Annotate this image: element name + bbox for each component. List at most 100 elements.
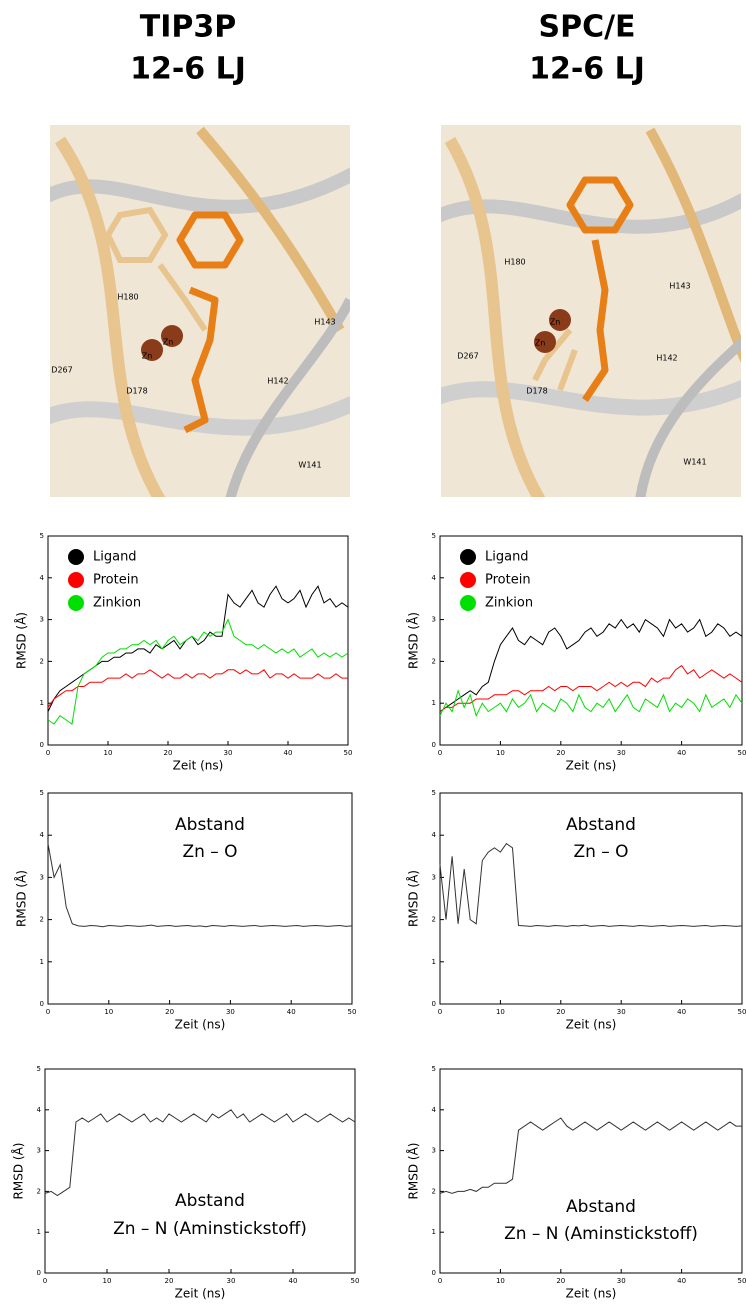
zn-sphere bbox=[549, 309, 571, 331]
ligand-sticks bbox=[566, 176, 634, 402]
structure-image bbox=[50, 125, 350, 497]
y-tick-label: 4 bbox=[40, 574, 45, 582]
y-tick-label: 5 bbox=[432, 789, 436, 797]
residue-label: W141 bbox=[298, 461, 321, 470]
data-line bbox=[47, 843, 353, 928]
x-tick-label: 10 bbox=[104, 749, 113, 757]
x-tick-label: 0 bbox=[438, 749, 442, 757]
annotation: Abstand bbox=[566, 1197, 636, 1217]
x-axis-label: Zeit (ns) bbox=[173, 759, 224, 773]
ribbon bbox=[196, 126, 345, 333]
ribbon bbox=[225, 297, 350, 497]
y-tick-label: 2 bbox=[40, 657, 44, 665]
y-axis-label: RMSD (Å) bbox=[406, 870, 421, 927]
y-axis-label: RMSD (Å) bbox=[14, 870, 29, 927]
y-tick-label: 5 bbox=[432, 532, 436, 540]
residue-label: Zn bbox=[142, 352, 153, 361]
y-tick-label: 0 bbox=[40, 1000, 44, 1008]
y-tick-label: 3 bbox=[40, 616, 44, 624]
x-tick-label: 40 bbox=[677, 1277, 686, 1285]
legend-swatch bbox=[68, 549, 84, 565]
plot-frame bbox=[47, 792, 353, 1005]
legend-label: Ligand bbox=[93, 550, 137, 565]
data-line bbox=[47, 618, 349, 725]
x-tick-label: 20 bbox=[556, 1008, 565, 1016]
zn-sphere bbox=[161, 325, 183, 347]
data-line bbox=[44, 1109, 356, 1197]
y-tick-label: 3 bbox=[432, 616, 436, 624]
y-tick-label: 2 bbox=[432, 1187, 436, 1195]
x-tick-label: 50 bbox=[348, 1008, 357, 1016]
x-tick-label: 50 bbox=[351, 1277, 360, 1285]
plot-frame bbox=[44, 1068, 356, 1274]
x-tick-label: 40 bbox=[289, 1277, 298, 1285]
x-tick-label: 30 bbox=[227, 1277, 236, 1285]
column-subtitle: 12-6 LJ bbox=[529, 52, 645, 87]
annotation: Zn – O bbox=[182, 842, 237, 862]
y-tick-label: 2 bbox=[432, 916, 436, 924]
x-tick-label: 50 bbox=[738, 1008, 746, 1016]
ligand-sticks bbox=[104, 206, 208, 332]
legend-swatch bbox=[460, 549, 476, 565]
data-line bbox=[47, 669, 348, 708]
x-tick-label: 30 bbox=[617, 749, 626, 757]
x-tick-label: 40 bbox=[284, 749, 293, 757]
data-line bbox=[439, 842, 743, 927]
data-line bbox=[439, 689, 743, 718]
ribbon bbox=[50, 395, 350, 436]
x-axis-label: Zeit (ns) bbox=[175, 1018, 226, 1032]
x-tick-label: 40 bbox=[287, 1008, 296, 1016]
column-subtitle: 12-6 LJ bbox=[130, 52, 246, 87]
plot-frame bbox=[439, 535, 743, 746]
residue-label: D267 bbox=[457, 352, 478, 361]
y-tick-label: 4 bbox=[432, 1106, 437, 1114]
x-tick-label: 10 bbox=[496, 749, 505, 757]
x-tick-label: 0 bbox=[438, 1008, 442, 1016]
x-axis-label: Zeit (ns) bbox=[566, 1018, 617, 1032]
y-tick-label: 0 bbox=[432, 1269, 436, 1277]
y-tick-label: 2 bbox=[432, 657, 436, 665]
x-tick-label: 0 bbox=[46, 749, 50, 757]
x-axis-label: Zeit (ns) bbox=[566, 759, 617, 773]
y-tick-label: 3 bbox=[40, 873, 44, 881]
y-tick-label: 1 bbox=[40, 699, 44, 707]
ribbon bbox=[441, 379, 741, 416]
ribbon bbox=[50, 167, 350, 214]
data-line bbox=[47, 585, 349, 712]
zn-sphere bbox=[141, 339, 163, 361]
ribbon bbox=[55, 136, 166, 497]
y-tick-label: 4 bbox=[40, 831, 45, 839]
residue-label: H180 bbox=[504, 258, 525, 267]
legend-label: Zinkion bbox=[485, 596, 533, 611]
residue-label: W141 bbox=[683, 458, 706, 467]
y-tick-label: 4 bbox=[37, 1106, 42, 1114]
residue-label: H142 bbox=[656, 354, 677, 363]
y-tick-label: 0 bbox=[432, 741, 436, 749]
residue-label: D178 bbox=[526, 387, 547, 396]
x-tick-label: 10 bbox=[104, 1008, 113, 1016]
y-axis-label: RMSD (Å) bbox=[406, 612, 421, 669]
legend-label: Zinkion bbox=[93, 596, 141, 611]
residue-label: D267 bbox=[51, 366, 72, 375]
legend-swatch bbox=[460, 595, 476, 611]
x-tick-label: 10 bbox=[103, 1277, 112, 1285]
annotation: Abstand bbox=[566, 815, 636, 835]
y-tick-label: 3 bbox=[37, 1147, 41, 1155]
y-axis-label: RMSD (Å) bbox=[406, 1143, 421, 1200]
structure-image bbox=[441, 125, 741, 497]
y-tick-label: 1 bbox=[37, 1228, 41, 1236]
y-tick-label: 4 bbox=[432, 831, 437, 839]
column-title: TIP3P bbox=[140, 10, 236, 45]
x-tick-label: 10 bbox=[496, 1277, 505, 1285]
data-line bbox=[439, 1117, 742, 1194]
legend-swatch bbox=[460, 572, 476, 588]
y-tick-label: 3 bbox=[432, 1147, 436, 1155]
x-tick-label: 20 bbox=[165, 1277, 174, 1285]
y-axis-label: RMSD (Å) bbox=[14, 612, 29, 669]
residue-label: Zn bbox=[535, 339, 546, 348]
x-tick-label: 0 bbox=[438, 1277, 442, 1285]
ligand-sticks bbox=[532, 328, 578, 392]
y-tick-label: 5 bbox=[40, 532, 44, 540]
residue-label: H180 bbox=[117, 293, 138, 302]
x-tick-label: 20 bbox=[556, 749, 565, 757]
